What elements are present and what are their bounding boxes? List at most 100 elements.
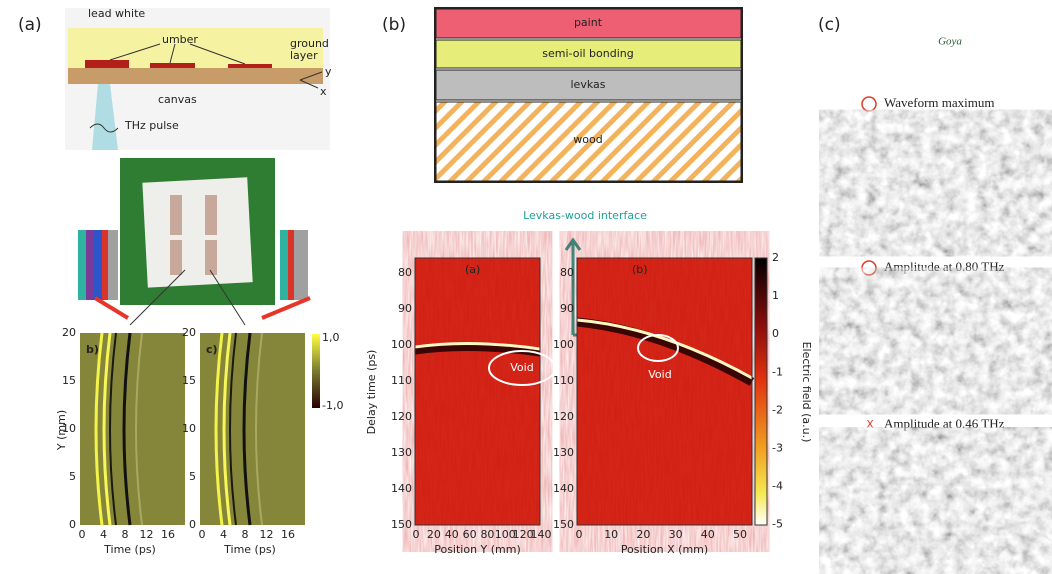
- y-tick-label: 10: [182, 422, 196, 435]
- scan-stripe: [122, 332, 132, 526]
- thz-map: [840, 122, 1048, 244]
- interface-band: [414, 341, 541, 357]
- x-tick-label: 80: [480, 528, 494, 541]
- y-tick-label: 110: [391, 374, 412, 387]
- panel-label: (c): [818, 15, 841, 35]
- scan-stripe: [242, 332, 252, 526]
- y-tick-label: 130: [391, 446, 412, 459]
- scan-stripe: [135, 332, 143, 526]
- colorbar-label: 1,0: [322, 331, 340, 344]
- y-tick-label: 20: [62, 326, 76, 339]
- thz-map: [840, 440, 1048, 566]
- y-tick-label: 80: [560, 266, 574, 279]
- void-label: Void: [648, 368, 671, 381]
- label: y: [325, 65, 332, 78]
- colorbar-tick-label: 2: [772, 251, 779, 264]
- label: layer: [290, 49, 318, 62]
- x-tick-label: 12: [140, 528, 154, 541]
- plot-label: (a): [465, 263, 480, 276]
- layer-label: paint: [574, 16, 603, 29]
- map-title: Waveform maximum: [884, 95, 995, 110]
- y-tick-label: 15: [182, 374, 196, 387]
- label: umber: [162, 33, 198, 46]
- y-tick-label: 100: [391, 338, 412, 351]
- x-tick-label: 8: [122, 528, 129, 541]
- layer-label: wood: [573, 133, 602, 146]
- y-tick-label: 20: [182, 326, 196, 339]
- map-marker: [861, 260, 877, 276]
- layer-label: levkas: [571, 78, 606, 91]
- colorbar: [754, 257, 768, 526]
- x-tick-label: 12: [260, 528, 274, 541]
- x-tick-label: 0: [79, 528, 86, 541]
- y-tick-label: 90: [560, 302, 574, 315]
- interface-band: [576, 318, 753, 380]
- x-tick-label: 16: [161, 528, 175, 541]
- y-tick-label: 150: [391, 518, 412, 531]
- x-axis-title: Time (ps): [103, 543, 156, 556]
- x-tick-label: 10: [604, 528, 618, 541]
- y-tick-label: 140: [553, 482, 574, 495]
- y-tick-label: 80: [398, 266, 412, 279]
- label: THz pulse: [124, 119, 179, 132]
- red-arrows: [93, 296, 311, 320]
- y-tick-label: 140: [391, 482, 412, 495]
- void-marker: [488, 350, 556, 386]
- layer-stack-left: [78, 230, 118, 300]
- scan-stripe: [222, 332, 232, 526]
- y-tick-label: 5: [69, 470, 76, 483]
- panel-label: (b): [382, 15, 406, 35]
- panel-label: (a): [18, 15, 42, 35]
- x-axis-title: Time (ps): [223, 543, 276, 556]
- layer-stack-right: [280, 230, 308, 300]
- y-tick-label: 110: [553, 374, 574, 387]
- scan-label: b): [86, 343, 99, 356]
- map-title: Amplitude at 0.46 THz: [884, 416, 1005, 431]
- x-tick-label: 20: [636, 528, 650, 541]
- x-tick-label: 40: [701, 528, 715, 541]
- y-tick-label: 0: [189, 518, 196, 531]
- sample-cloth: [142, 177, 253, 288]
- colorbar-tick-label: -5: [772, 518, 783, 531]
- x-tick-label: 50: [733, 528, 747, 541]
- scan-stripe: [229, 332, 237, 526]
- y-tick-label: 100: [553, 338, 574, 351]
- x-tick-label: 4: [100, 528, 107, 541]
- scan-stripe: [214, 332, 224, 526]
- canvas-layer: [68, 68, 323, 84]
- colorbar-tick-label: -3: [772, 442, 783, 455]
- umber-block: [150, 63, 195, 68]
- plot-frame: [576, 257, 753, 526]
- pulse-wave: [89, 123, 119, 133]
- scan-stripe: [94, 332, 104, 526]
- colorbar-tick-label: -1: [772, 365, 783, 378]
- map-marker: [861, 96, 877, 112]
- label: x: [320, 85, 327, 98]
- axes-arrows: [299, 71, 323, 89]
- colorbar-label: -1,0: [322, 399, 343, 412]
- x-tick-label: 140: [531, 528, 552, 541]
- x-tick-label: 40: [445, 528, 459, 541]
- sample-mark: [170, 195, 182, 235]
- layer-label: semi-oil bonding: [542, 47, 633, 60]
- y-tick-label: 150: [553, 518, 574, 531]
- umber-block: [228, 64, 272, 68]
- y-tick-label: 10: [62, 422, 76, 435]
- void-label: Void: [510, 361, 533, 374]
- interface-band: [576, 317, 755, 386]
- plot-frame: [414, 257, 541, 526]
- y-tick-label: 90: [398, 302, 412, 315]
- y-tick-label: 15: [62, 374, 76, 387]
- x-tick-label: 0: [576, 528, 583, 541]
- umber-block: [85, 60, 129, 68]
- layer-diagram: [434, 7, 743, 183]
- interface-band: [414, 341, 541, 351]
- x-tick-label: 30: [669, 528, 683, 541]
- colorbar-tick-label: 1: [772, 289, 779, 302]
- sample-mark: [170, 240, 182, 275]
- label: lead white: [88, 7, 145, 20]
- colorbar-tick-label: 0: [772, 327, 779, 340]
- heatmap-texture: [415, 258, 540, 525]
- leader: [109, 43, 246, 65]
